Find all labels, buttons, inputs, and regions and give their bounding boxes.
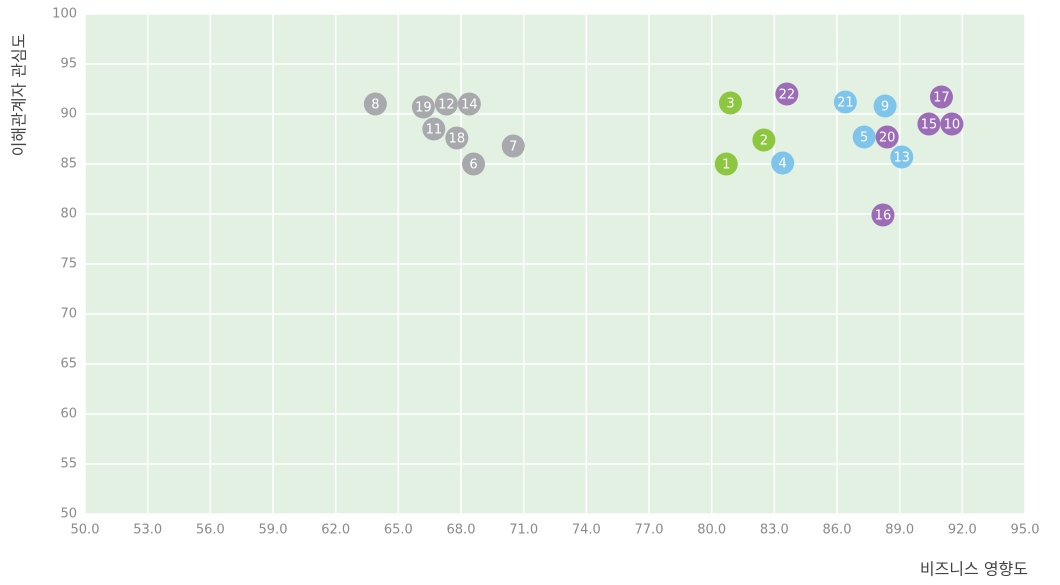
point-label: 18 xyxy=(449,132,466,147)
point-label: 17 xyxy=(933,91,950,106)
x-tick-label: 86.0 xyxy=(823,523,852,538)
y-tick-label: 50 xyxy=(60,507,77,522)
point xyxy=(871,203,895,227)
point-label: 6 xyxy=(469,158,477,173)
x-tick-label: 92.0 xyxy=(948,523,977,538)
point xyxy=(875,125,899,149)
point-label: 12 xyxy=(438,98,455,113)
point xyxy=(833,90,857,114)
x-tick-label: 80.0 xyxy=(697,523,726,538)
point-label: 7 xyxy=(509,140,517,155)
point xyxy=(434,92,458,116)
point-label: 13 xyxy=(893,151,910,166)
y-tick-label: 70 xyxy=(60,307,77,322)
point xyxy=(462,152,486,176)
point xyxy=(445,126,469,150)
point-label: 14 xyxy=(461,98,478,113)
point-label: 2 xyxy=(760,134,768,149)
point-label: 4 xyxy=(779,157,787,172)
point-label: 8 xyxy=(371,98,379,113)
point-label: 19 xyxy=(415,101,432,116)
point xyxy=(457,92,481,116)
x-tick-label: 83.0 xyxy=(760,523,789,538)
x-tick-label: 50.0 xyxy=(71,523,100,538)
x-axis-title: 비즈니스 영향도 xyxy=(920,560,1028,579)
point-label: 1 xyxy=(722,158,730,173)
point xyxy=(718,91,742,115)
y-tick-label: 100 xyxy=(52,7,77,22)
point xyxy=(422,117,446,141)
point-label: 20 xyxy=(879,131,896,146)
x-tick-label: 53.0 xyxy=(133,523,162,538)
y-axis-title: 이해관계자 관심도 xyxy=(10,34,29,157)
point-label: 21 xyxy=(837,96,854,111)
point xyxy=(873,94,897,118)
point-label: 22 xyxy=(779,88,796,103)
point xyxy=(852,125,876,149)
y-tick-label: 75 xyxy=(60,257,77,272)
x-tick-label: 62.0 xyxy=(321,523,350,538)
point-label: 3 xyxy=(726,97,734,112)
x-tick-label: 59.0 xyxy=(259,523,288,538)
point-label: 10 xyxy=(944,118,961,133)
x-tick-label: 71.0 xyxy=(509,523,538,538)
point xyxy=(929,85,953,109)
x-tick-label: 77.0 xyxy=(635,523,664,538)
point xyxy=(775,82,799,106)
y-tick-label: 95 xyxy=(60,57,77,72)
point-label: 16 xyxy=(875,209,892,224)
point-label: 5 xyxy=(860,131,868,146)
x-tick-label: 56.0 xyxy=(196,523,225,538)
x-tick-label: 89.0 xyxy=(885,523,914,538)
x-tick-label: 65.0 xyxy=(384,523,413,538)
x-tick-label: 95.0 xyxy=(1011,523,1040,538)
y-tick-label: 55 xyxy=(60,457,77,472)
x-tick-label: 68.0 xyxy=(447,523,476,538)
point xyxy=(752,128,776,152)
point xyxy=(714,152,738,176)
x-tick-label: 74.0 xyxy=(572,523,601,538)
y-tick-label: 80 xyxy=(60,207,77,222)
y-tick-label: 90 xyxy=(60,107,77,122)
point-label: 11 xyxy=(426,123,443,138)
point xyxy=(917,112,941,136)
y-tick-label: 65 xyxy=(60,357,77,372)
y-tick-label: 85 xyxy=(60,157,77,172)
point xyxy=(890,145,914,169)
y-tick-label: 60 xyxy=(60,407,77,422)
point-label: 15 xyxy=(921,118,938,133)
point xyxy=(940,112,964,136)
point xyxy=(411,95,435,119)
point-label: 9 xyxy=(881,100,889,115)
point xyxy=(501,134,525,158)
grid xyxy=(84,13,1026,515)
point xyxy=(771,151,795,175)
point xyxy=(363,92,387,116)
